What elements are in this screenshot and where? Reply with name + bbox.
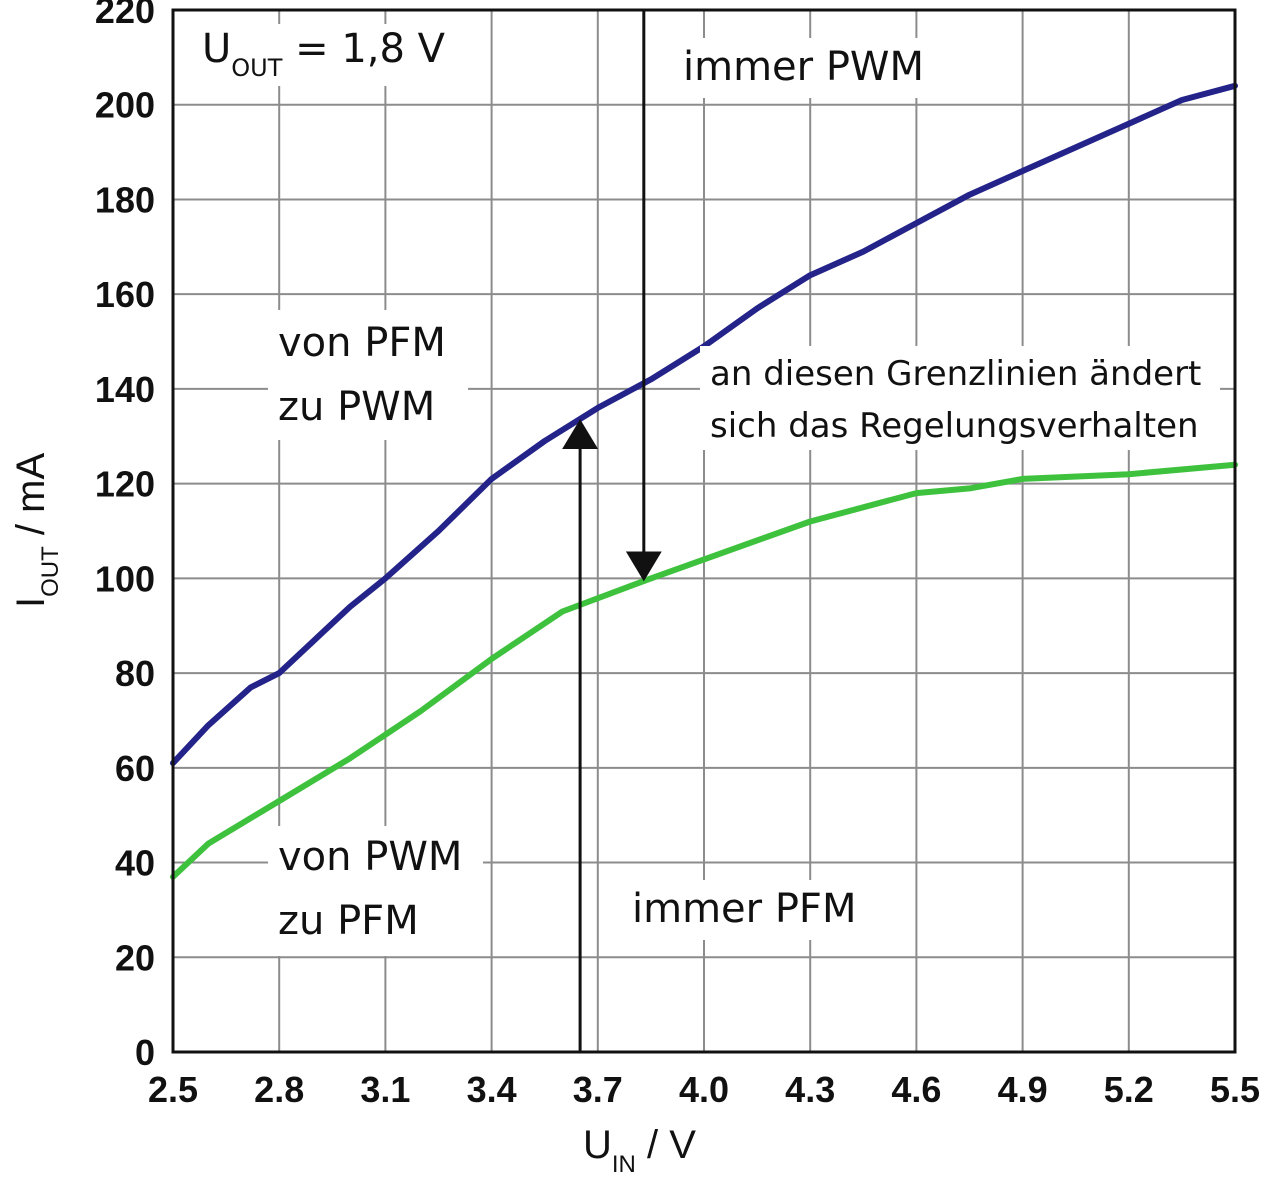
x-tick-label: 4.0 [679, 1069, 729, 1110]
x-tick-label: 5.5 [1210, 1069, 1260, 1110]
y-tick-label: 0 [135, 1032, 155, 1073]
y-tick-label: 20 [115, 937, 155, 978]
annotation-background [700, 346, 1220, 450]
annotation-immer-pfm-line: immer PFM [632, 886, 856, 932]
x-tick-label: 3.4 [467, 1069, 517, 1110]
annotation-background [622, 880, 884, 940]
annotation-background [195, 24, 485, 86]
y-tick-label: 220 [95, 0, 155, 31]
x-tick-label: 5.2 [1104, 1069, 1154, 1110]
y-tick-label: 180 [95, 179, 155, 220]
y-tick-label: 40 [115, 843, 155, 884]
tick-labels: 2.5 2.8 3.1 3.4 3.7 4.0 4.3 4.6 4.9 5.2 5.5 0 20 40 60… [95, 0, 1260, 1110]
y-tick-label: 80 [115, 653, 155, 694]
x-tick-label: 3.1 [360, 1069, 410, 1110]
plot-frame [171, 8, 1237, 1054]
annotation-grenzlinien-line: sich das Regelungsverhalten [710, 406, 1199, 446]
x-tick-label: 2.5 [148, 1069, 198, 1110]
annotation-von-pwm-line: von PWM [278, 834, 462, 880]
annotation-von-pwm-line: zu PFM [278, 898, 419, 944]
x-tick-label: 3.7 [573, 1069, 623, 1110]
annotations: UOUT = 1,8 V immer PWM von PFM zu PWM an die… [195, 24, 1220, 956]
y-axis-title: IOUT / mA [9, 453, 64, 608]
x-tick-label: 4.3 [785, 1069, 835, 1110]
annotation-background [672, 38, 952, 98]
arrows [562, 10, 662, 1052]
y-tick-label: 160 [95, 274, 155, 315]
x-tick-label: 2.8 [254, 1069, 304, 1110]
axis-titles: UIN / V IOUT / mA [9, 453, 696, 1178]
annotation-grenzlinien-line: an diesen Grenzlinien ändert [710, 354, 1201, 394]
y-tick-label: 120 [95, 464, 155, 505]
annotation-uout: UOUT = 1,8 V [202, 26, 446, 82]
annotation-von-pfm-line: zu PWM [278, 384, 435, 430]
y-axis-title-group: IOUT / mA [9, 453, 64, 608]
y-tick-label: 60 [115, 748, 155, 789]
annotation-von-pfm-line: von PFM [278, 320, 446, 366]
annotation-immer-pwm-line: immer PWM [683, 44, 924, 90]
x-tick-label: 4.6 [891, 1069, 941, 1110]
series-line [170, 82, 1238, 767]
annotation-background [268, 310, 468, 440]
y-tick-label: 200 [95, 85, 155, 126]
annotation-background [268, 826, 483, 956]
x-tick-label: 4.9 [998, 1069, 1048, 1110]
y-tick-label: 100 [95, 558, 155, 599]
y-tick-label: 140 [95, 369, 155, 410]
x-axis-title: UIN / V [583, 1123, 696, 1178]
